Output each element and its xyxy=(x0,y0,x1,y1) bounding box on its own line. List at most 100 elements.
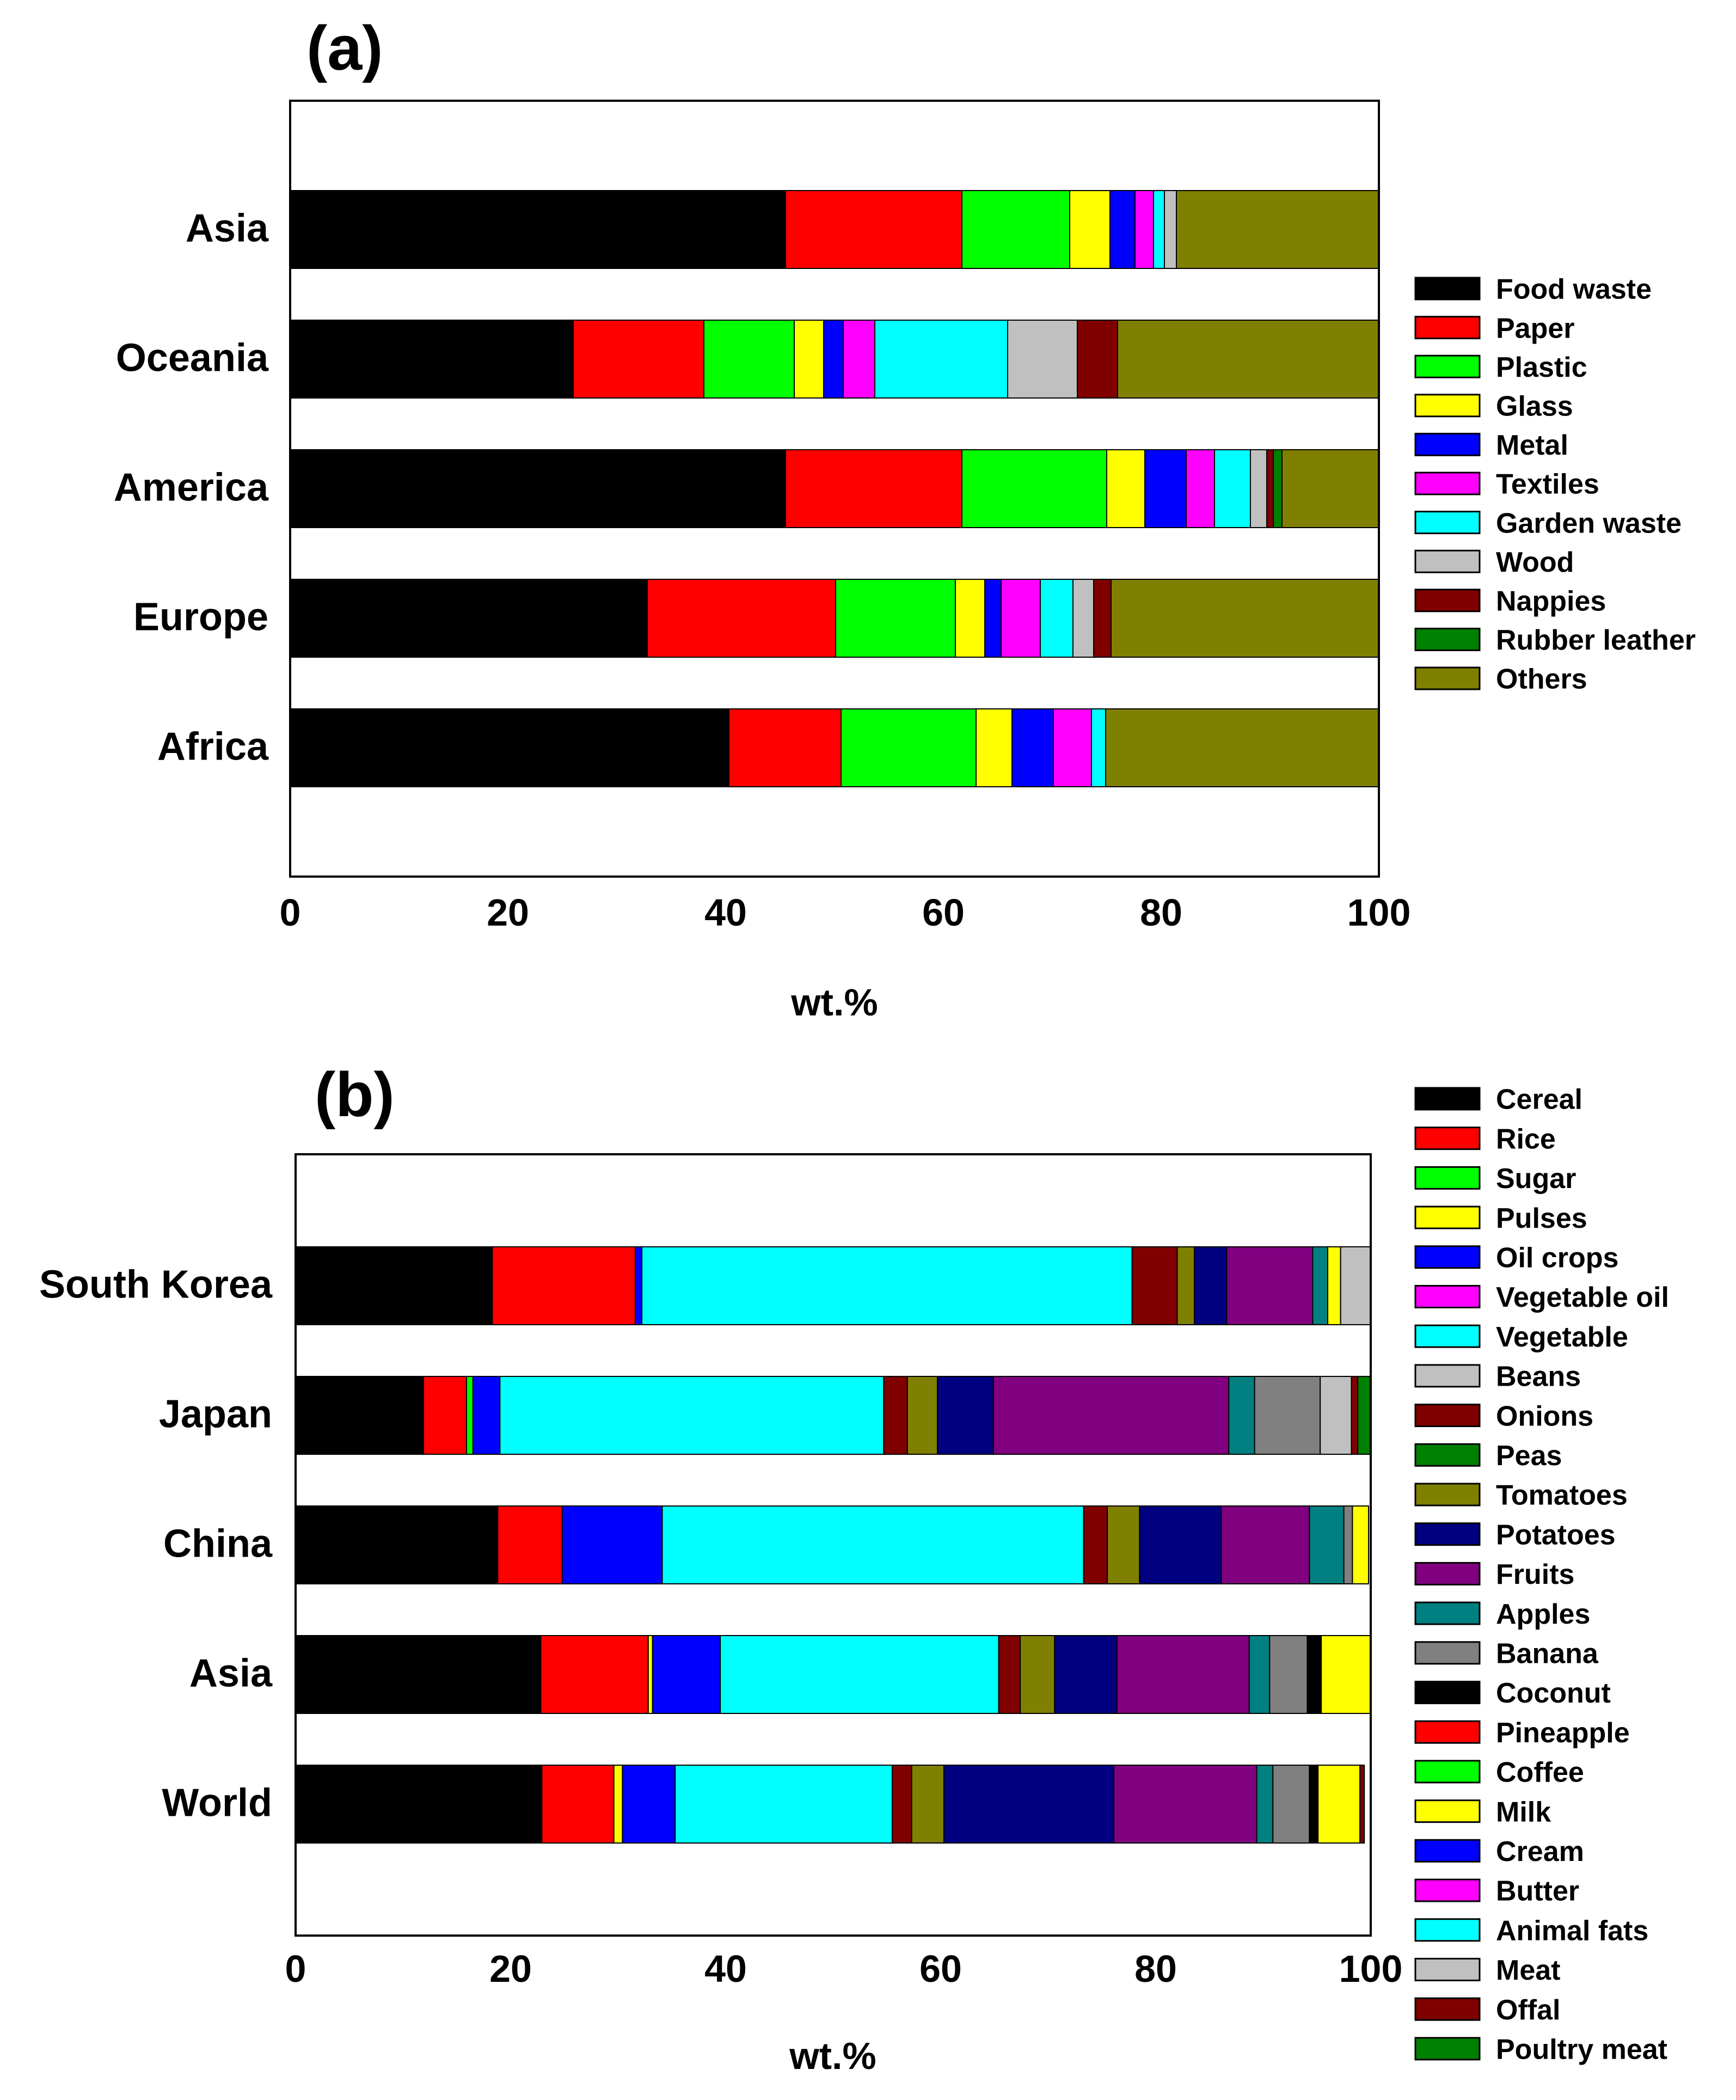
panel-a-bar-asia-garden-waste xyxy=(1153,190,1165,269)
panel-b-legend-label-banana: Banana xyxy=(1496,1638,1599,1670)
panel-a-bar-oceania-textiles xyxy=(843,320,875,399)
panel-a-category-label-america: America xyxy=(114,466,269,510)
panel-b-legend-label-vegetable: Vegetable xyxy=(1496,1321,1628,1353)
panel-b-legend-swatch-oil-crops xyxy=(1414,1245,1481,1269)
panel-a-legend-label-glass: Glass xyxy=(1496,391,1573,423)
panel-b-bar-south-korea-apples xyxy=(1312,1246,1328,1325)
panel-b-category-labels: South Korea Japan China Asia World xyxy=(39,1263,273,1825)
panel-b-bar-world-fruits xyxy=(1113,1765,1257,1844)
panel-b-legend-swatch-rice xyxy=(1414,1126,1481,1150)
panel-b-legend-swatch-potatoes xyxy=(1414,1522,1481,1546)
panel-a-bar-asia-glass xyxy=(1069,190,1111,269)
panel-b-x-tick-80: 80 xyxy=(1134,1948,1177,1990)
panel-b-bar-japan-potatoes xyxy=(937,1376,994,1455)
panel-a-legend-swatch-wood xyxy=(1414,549,1481,573)
panel-b-bar-china-potatoes xyxy=(1139,1505,1222,1584)
panel-a-x-tick-40: 40 xyxy=(704,891,747,934)
panel-b-bar-china-fruits xyxy=(1220,1505,1310,1584)
panel-b-legend-swatch-poultry-meat xyxy=(1414,2037,1481,2061)
panel-a-legend-swatch-metal xyxy=(1414,432,1481,456)
panel-a-bar-america-glass xyxy=(1106,449,1145,528)
panel-b-bar-japan-meat xyxy=(1320,1376,1352,1455)
panel-a-bar-america-food-waste xyxy=(290,449,786,528)
panel-a-plot-frame xyxy=(289,100,1380,878)
panel-b-category-label-world: World xyxy=(162,1781,272,1825)
panel-b-legend-swatch-beans xyxy=(1414,1364,1481,1388)
panel-b-legend-label-rice: Rice xyxy=(1496,1123,1556,1155)
panel-b-bar-japan-onions xyxy=(883,1376,908,1455)
panel-b-bar-south-korea-rice xyxy=(492,1246,636,1325)
panel-a-bar-europe-paper xyxy=(647,579,836,658)
panel-b-legend: Cereal Rice Sugar Pulses Oil crops Vegetable … xyxy=(1414,1084,1669,2066)
panel-a-category-labels: Asia Oceania America Europe Africa xyxy=(114,207,269,769)
panel-a-bar-asia-plastic xyxy=(961,190,1070,269)
panel-a-legend-swatch-food-waste xyxy=(1414,277,1481,301)
panel-a-legend-swatch-garden-waste xyxy=(1414,511,1481,535)
panel-b: (b) South Korea Japan China Asia World 0 20 40… xyxy=(39,1060,1669,2077)
panel-a-bar-asia-others xyxy=(1176,190,1379,269)
panel-a-bar-europe-plastic xyxy=(835,579,956,658)
panel-b-bar-china-tomatoes xyxy=(1107,1505,1140,1584)
panel-a-bar-europe-garden-waste xyxy=(1040,579,1074,658)
panel-a-bar-america-paper xyxy=(785,449,962,528)
panel-b-legend-swatch-fruits xyxy=(1414,1562,1481,1585)
panel-a-bar-asia-food-waste xyxy=(290,190,786,269)
panel-b-x-tick-0: 0 xyxy=(285,1948,306,1990)
panel-b-legend-label-cream: Cream xyxy=(1496,1836,1584,1868)
panel-a-legend-label-metal: Metal xyxy=(1496,430,1568,461)
panel-a-bar-africa-paper xyxy=(728,708,842,787)
panel-b-bar-asia-fruits xyxy=(1116,1635,1250,1714)
panel-b-x-tick-40: 40 xyxy=(704,1948,747,1990)
panel-a-legend-swatch-rubber-leather xyxy=(1414,627,1481,651)
panel-a-bar-asia-metal xyxy=(1109,190,1136,269)
panel-b-bar-china-apples xyxy=(1309,1505,1345,1584)
panel-b-bar-world-vegetable xyxy=(674,1765,893,1844)
panel-b-legend-swatch-peas xyxy=(1414,1443,1481,1467)
panel-b-bar-japan-vegetable xyxy=(499,1376,885,1455)
panel-b-legend-label-butter: Butter xyxy=(1496,1876,1579,1907)
panel-a-legend-swatch-nappies xyxy=(1414,589,1481,613)
panel-b-bar-asia-cereal xyxy=(295,1635,542,1714)
panel-a-bar-oceania-wood xyxy=(1007,320,1078,399)
panel-b-x-axis-title: wt.% xyxy=(789,2035,876,2077)
panel-a-legend-swatch-paper xyxy=(1414,316,1481,340)
panel-b-bar-south-korea-potatoes xyxy=(1194,1246,1228,1325)
panel-a-legend: Food waste Paper Plastic Glass Metal Textiles… xyxy=(1414,274,1696,695)
panel-b-legend-swatch-onions xyxy=(1414,1404,1481,1428)
panel-b-bar-world-tomatoes xyxy=(911,1765,944,1844)
panel-a-bar-africa-garden-waste xyxy=(1091,708,1106,787)
panel-b-bar-world-oil-crops xyxy=(622,1765,676,1844)
panel-b-bar-south-korea-milk xyxy=(1327,1246,1341,1325)
panel-a-bar-oceania-metal xyxy=(823,320,844,399)
panel-b-bar-japan-cereal xyxy=(295,1376,424,1455)
panel-b-bar-china-banana xyxy=(1343,1505,1353,1584)
panel-b-bar-south-korea-oil-crops xyxy=(635,1246,642,1325)
panel-a-bar-europe-nappies xyxy=(1093,579,1112,658)
panel-a-bar-america-textiles xyxy=(1186,449,1215,528)
panel-b-legend-label-pineapple: Pineapple xyxy=(1496,1717,1630,1749)
panel-b-legend-label-milk: Milk xyxy=(1496,1796,1551,1828)
panel-a-legend-label-food-waste: Food waste xyxy=(1496,274,1652,305)
panel-b-bar-japan-sugar xyxy=(466,1376,474,1455)
panel-a-bar-oceania-others xyxy=(1117,320,1379,399)
panel-b-legend-label-meat: Meat xyxy=(1496,1955,1560,1986)
panel-b-legend-label-pulses: Pulses xyxy=(1496,1203,1587,1234)
panel-b-legend-swatch-pineapple xyxy=(1414,1720,1481,1744)
panel-a-bar-europe-textiles xyxy=(1001,579,1041,658)
panel-b-category-label-japan: Japan xyxy=(159,1393,272,1436)
panel-b-bar-japan-apples xyxy=(1228,1376,1255,1455)
panel-a-bar-america-wood xyxy=(1250,449,1267,528)
panel-a-bar-africa-metal xyxy=(1011,708,1054,787)
panel-a-x-tick-60: 60 xyxy=(922,891,965,934)
panel-b-bar-world-offal xyxy=(1359,1765,1365,1844)
panel-b-bar-asia-rice xyxy=(540,1635,649,1714)
panel-a-category-label-oceania: Oceania xyxy=(116,336,269,380)
panel-b-x-tick-20: 20 xyxy=(489,1948,532,1990)
panel-b-bar-world-apples xyxy=(1256,1765,1274,1844)
panel-b-bar-china-onions xyxy=(1083,1505,1108,1584)
panel-b-bar-world-milk xyxy=(1317,1765,1361,1844)
panel-b-legend-label-coconut: Coconut xyxy=(1496,1677,1611,1709)
panel-b-legend-swatch-butter xyxy=(1414,1878,1481,1902)
panel-b-legend-swatch-sugar xyxy=(1414,1166,1481,1190)
